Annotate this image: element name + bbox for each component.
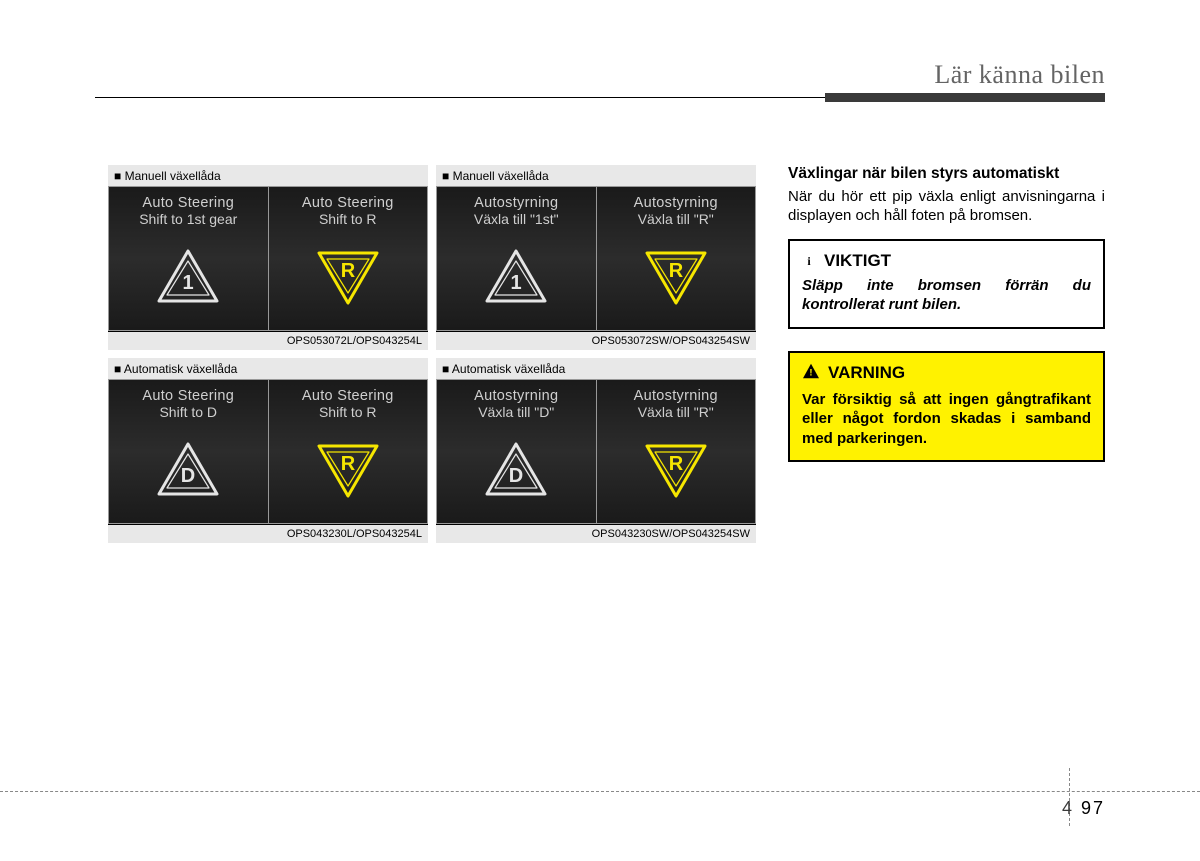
screen-title: Auto Steering — [302, 388, 394, 404]
gear-triangle-icon: 1 — [481, 227, 551, 320]
svg-text:R: R — [341, 453, 356, 475]
screen-title: Auto Steering — [302, 195, 394, 211]
svg-text:R: R — [669, 453, 684, 475]
panel-row: ■ Automatisk växellåda Auto Steering Shi… — [108, 358, 758, 543]
screen-instruction: Växla till "D" — [478, 404, 554, 420]
svg-text:D: D — [509, 465, 523, 487]
panel-reference: OPS043230SW/OPS043254SW — [436, 524, 756, 543]
header-rule-bar — [825, 93, 1105, 102]
subheading: Växlingar när bilen styrs automatiskt — [788, 165, 1105, 183]
screen-title: Auto Steering — [142, 388, 234, 404]
panel-reference: OPS053072SW/OPS043254SW — [436, 331, 756, 350]
chapter-number: 4 — [1062, 798, 1074, 818]
important-box: i VIKTIGT Släpp inte bromsen förrän du k… — [788, 239, 1105, 329]
panel-label: ■ Manuell växellåda — [108, 165, 428, 186]
body-text: När du hör ett pip växla enligt anvisnin… — [788, 187, 1105, 225]
screen-instruction: Shift to R — [319, 211, 377, 227]
dashboard-screen: Auto Steering Shift to 1st gear 1 — [108, 186, 269, 331]
screen-title: Autostyrning — [634, 195, 718, 211]
screen-title: Autostyrning — [474, 388, 558, 404]
gear-triangle-icon: R — [313, 420, 383, 513]
important-heading: i VIKTIGT — [802, 251, 1091, 271]
screen-instruction: Shift to 1st gear — [139, 211, 237, 227]
screen-pair: Auto Steering Shift to 1st gear 1 Auto S… — [108, 186, 428, 331]
screen-instruction: Växla till "1st" — [474, 211, 559, 227]
screen-instruction: Växla till "R" — [638, 404, 714, 420]
display-panel: ■ Automatisk växellåda Autostyrning Växl… — [436, 358, 756, 543]
warning-title: VARNING — [828, 363, 905, 383]
warning-text: Var försiktig så att ingen gångtrafikant… — [802, 390, 1091, 449]
screen-pair: Auto Steering Shift to D D Auto Steering… — [108, 379, 428, 524]
screen-title: Auto Steering — [142, 195, 234, 211]
svg-text:!: ! — [809, 367, 812, 378]
panel-label: ■ Manuell växellåda — [436, 165, 756, 186]
svg-text:D: D — [181, 465, 195, 487]
svg-text:R: R — [669, 260, 684, 282]
panel-reference: OPS043230L/OPS043254L — [108, 524, 428, 543]
dashboard-screen: Auto Steering Shift to R R — [269, 379, 429, 524]
gear-triangle-icon: R — [641, 420, 711, 513]
page-header: Lär känna bilen — [934, 60, 1105, 90]
screen-instruction: Shift to R — [319, 404, 377, 420]
screen-title: Autostyrning — [634, 388, 718, 404]
gear-triangle-icon: 1 — [153, 227, 223, 320]
panel-label: ■ Automatisk växellåda — [436, 358, 756, 379]
important-title: VIKTIGT — [824, 251, 891, 271]
display-panel: ■ Manuell växellåda Autostyrning Växla t… — [436, 165, 756, 350]
display-panels-column: ■ Manuell växellåda Auto Steering Shift … — [108, 165, 758, 543]
section-title: Lär känna bilen — [934, 60, 1105, 90]
warning-triangle-icon: ! — [802, 363, 820, 384]
header-rule — [95, 93, 1105, 103]
display-panel: ■ Manuell växellåda Auto Steering Shift … — [108, 165, 428, 350]
dashboard-screen: Autostyrning Växla till "R" R — [597, 186, 757, 331]
dashboard-screen: Autostyrning Växla till "D" D — [436, 379, 597, 524]
dashboard-screen: Autostyrning Växla till "1st" 1 — [436, 186, 597, 331]
panel-row: ■ Manuell växellåda Auto Steering Shift … — [108, 165, 758, 350]
content: ■ Manuell växellåda Auto Steering Shift … — [108, 165, 1105, 543]
screen-title: Autostyrning — [474, 195, 558, 211]
dashboard-screen: Autostyrning Växla till "R" R — [597, 379, 757, 524]
screen-pair: Autostyrning Växla till "1st" 1 Autostyr… — [436, 186, 756, 331]
panel-label: ■ Automatisk växellåda — [108, 358, 428, 379]
info-icon: i — [802, 254, 816, 268]
gear-triangle-icon: D — [153, 420, 223, 513]
screen-pair: Autostyrning Växla till "D" D Autostyrni… — [436, 379, 756, 524]
warning-heading: ! VARNING — [802, 363, 1091, 384]
page-number-value: 97 — [1081, 798, 1105, 818]
important-text: Släpp inte bromsen förrän du kontrollera… — [802, 277, 1091, 315]
svg-text:1: 1 — [183, 272, 194, 294]
svg-text:1: 1 — [511, 272, 522, 294]
warning-box: ! VARNING Var försiktig så att ingen gån… — [788, 351, 1105, 463]
svg-text:R: R — [341, 260, 356, 282]
gear-triangle-icon: D — [481, 420, 551, 513]
gear-triangle-icon: R — [641, 227, 711, 320]
screen-instruction: Växla till "R" — [638, 211, 714, 227]
gear-triangle-icon: R — [313, 227, 383, 320]
dashboard-screen: Auto Steering Shift to D D — [108, 379, 269, 524]
page-number: 4 97 — [1062, 798, 1105, 819]
panel-reference: OPS053072L/OPS043254L — [108, 331, 428, 350]
screen-instruction: Shift to D — [159, 404, 217, 420]
display-panel: ■ Automatisk växellåda Auto Steering Shi… — [108, 358, 428, 543]
text-column: Växlingar när bilen styrs automatiskt Nä… — [788, 165, 1105, 543]
dashboard-screen: Auto Steering Shift to R R — [269, 186, 429, 331]
page-footer: 4 97 — [0, 791, 1200, 831]
